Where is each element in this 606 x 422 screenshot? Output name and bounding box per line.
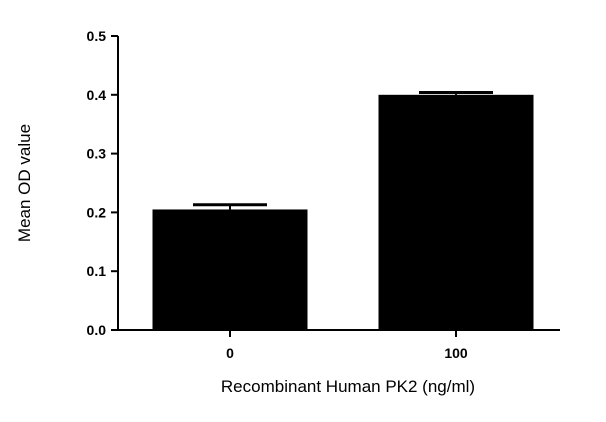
bar — [378, 94, 534, 330]
error-bars — [193, 90, 493, 210]
plot-area: 0.0 0.1 0.2 0.3 0.4 0.5 0 100 — [87, 28, 560, 361]
y-tick-label: 0.5 — [87, 28, 107, 44]
bar — [152, 209, 308, 330]
bars — [152, 94, 534, 330]
y-tick-label: 0.4 — [87, 87, 107, 103]
y-axis-title: Mean OD value — [15, 124, 34, 242]
x-tick-label: 0 — [226, 345, 234, 361]
y-tick-label: 0.2 — [87, 204, 107, 220]
y-ticks: 0.0 0.1 0.2 0.3 0.4 0.5 — [87, 28, 118, 338]
y-tick-label: 0.3 — [87, 146, 107, 162]
y-tick-label: 0.1 — [87, 263, 107, 279]
x-ticks: 0 100 — [226, 330, 468, 361]
x-axis-title: Recombinant Human PK2 (ng/ml) — [221, 377, 475, 396]
y-tick-label: 0.0 — [87, 322, 107, 338]
x-tick-label: 100 — [444, 345, 468, 361]
